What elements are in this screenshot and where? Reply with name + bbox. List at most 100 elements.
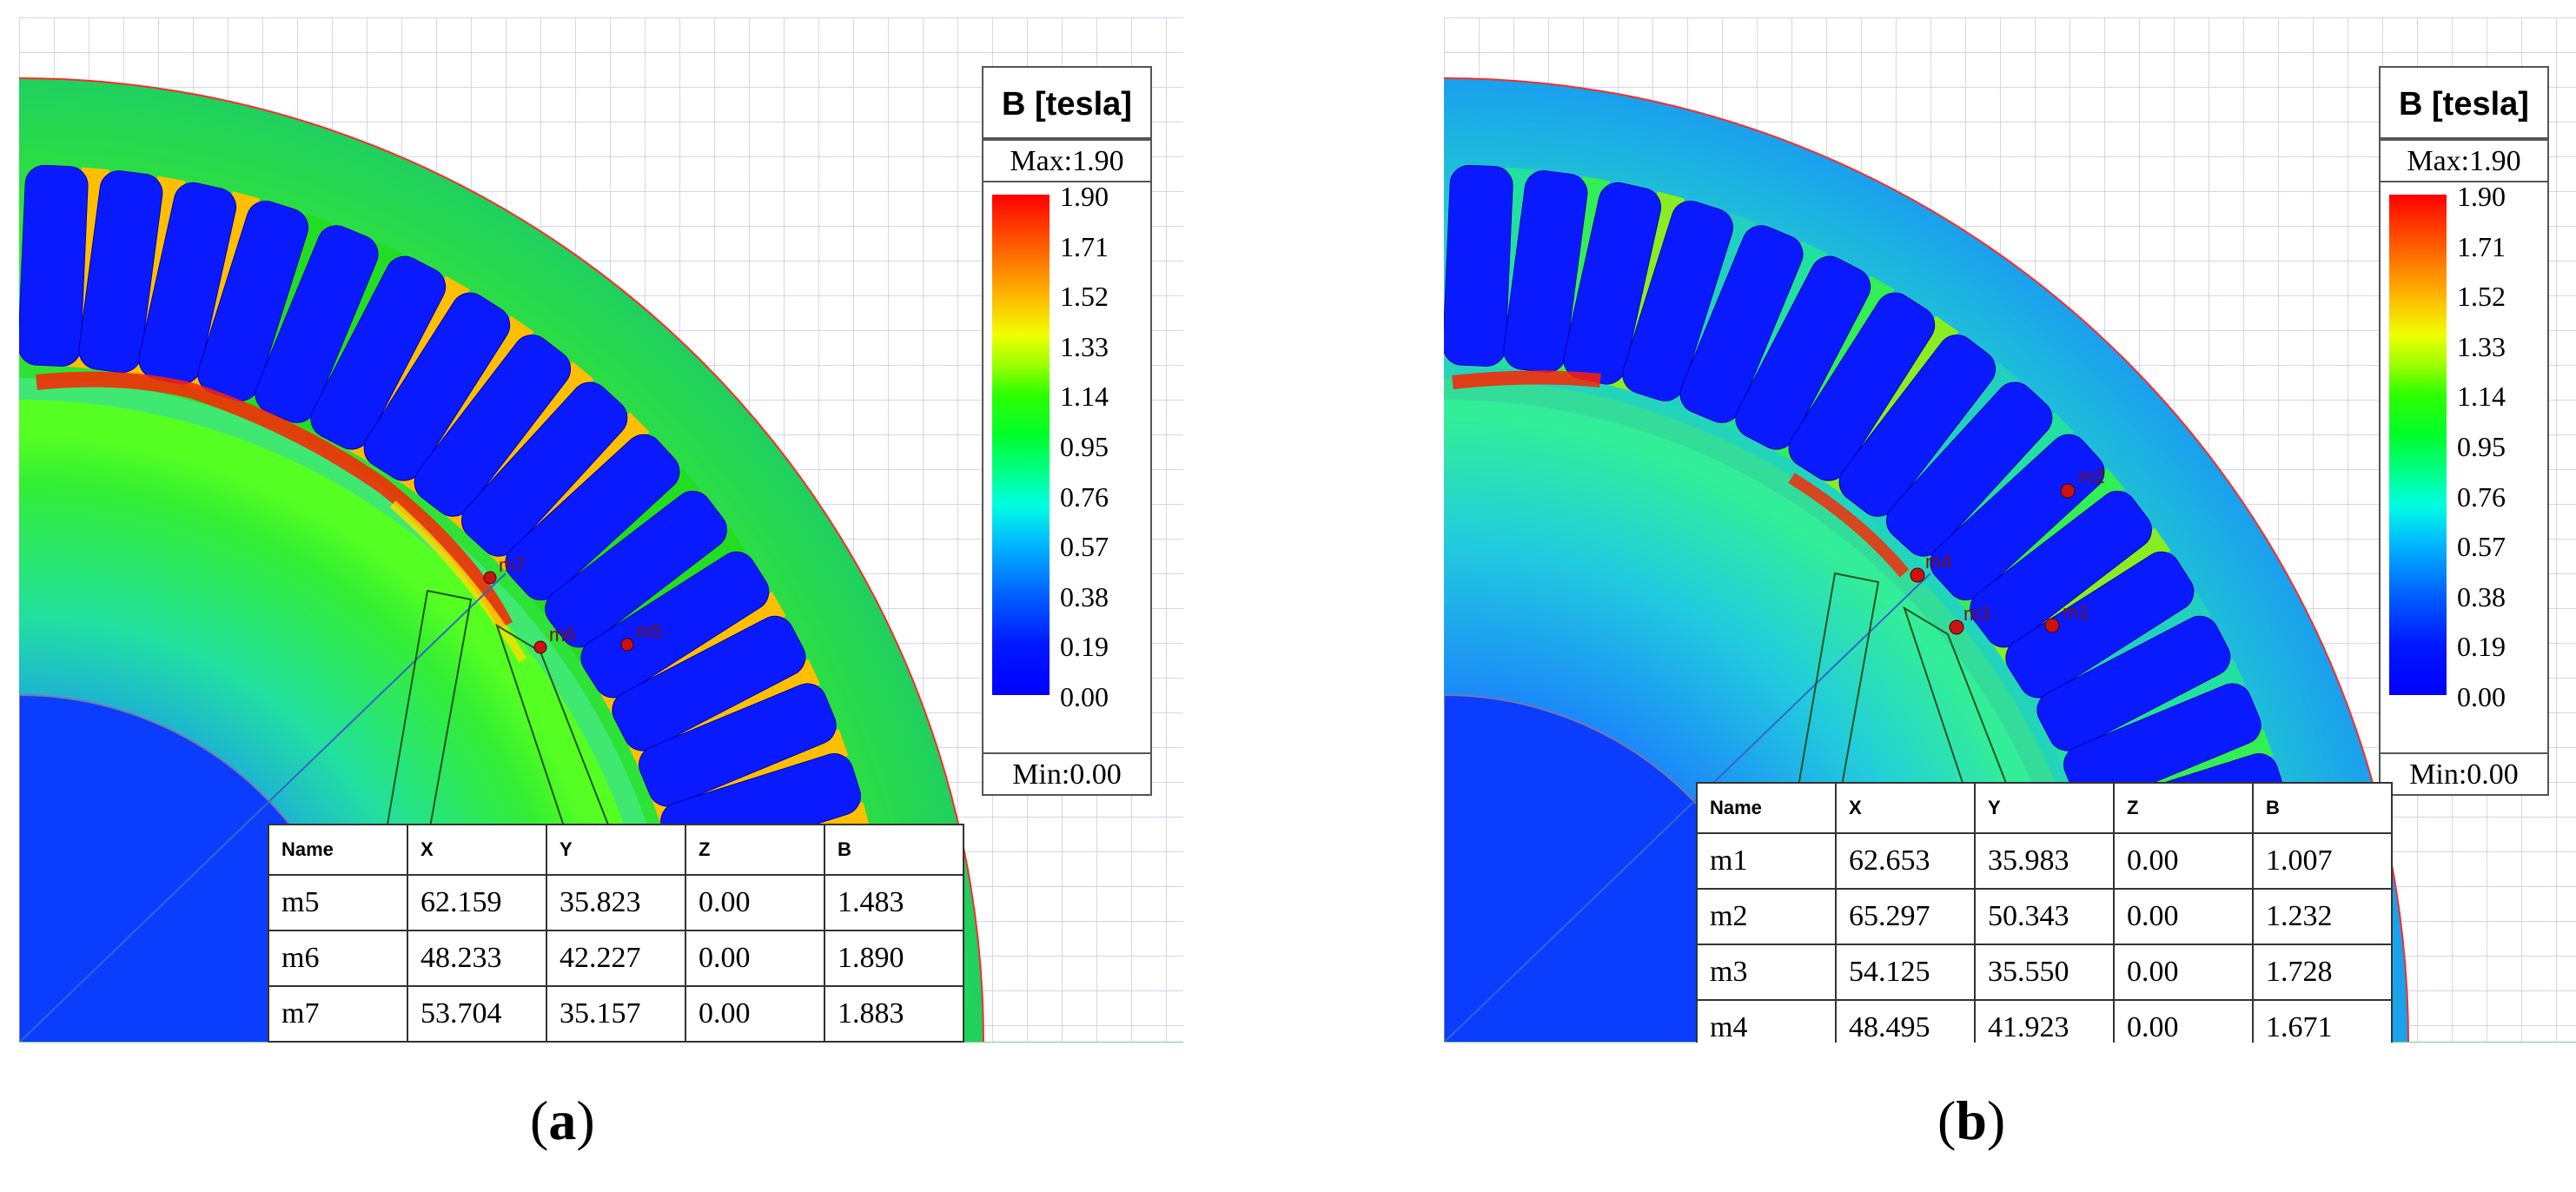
marker-label: m3 [1963, 603, 1990, 625]
cell-x: 53.704 [407, 985, 547, 1043]
legend-tick-label: 0.19 [2457, 631, 2506, 663]
legend-tick-label: 1.33 [2457, 330, 2506, 362]
cell-x: 62.653 [1835, 832, 1976, 890]
stator-slot [612, 615, 806, 752]
cell-b: 1.890 [824, 930, 964, 987]
legend-tick-label: 1.52 [2457, 281, 2506, 313]
legend-tick-label: 1.52 [1060, 281, 1109, 313]
stator-slot [505, 434, 680, 600]
marker-table: Name X Y Z B m5 62.159 35.823 0.00 1.483… [268, 824, 964, 1043]
table-row: m2 65.297 50.343 0.00 1.232 [1696, 888, 2393, 945]
cell-name: m4 [1696, 999, 1837, 1043]
legend-tick-label: 0.00 [1060, 681, 1109, 712]
legend-tick-label: 0.76 [2457, 480, 2506, 513]
marker-point [2044, 618, 2060, 633]
legend-tick-label: 0.57 [2457, 531, 2506, 563]
legend-tick-label: 1.14 [1060, 381, 1109, 413]
stator-slot [1679, 225, 1804, 423]
table-header-row: Name X Y Z B [268, 824, 964, 876]
stator-slot [2005, 551, 2195, 699]
cell-x: 62.159 [407, 874, 547, 931]
cell-x: 54.125 [1835, 944, 1976, 1001]
stator-slot [1970, 490, 2152, 648]
stator-slot [461, 381, 628, 557]
legend-tick-label: 0.00 [2457, 681, 2506, 712]
colorbar [2389, 195, 2447, 695]
marker-point [1910, 567, 1925, 583]
stator-slot [1930, 434, 2105, 600]
legend-tick-label: 0.38 [1060, 580, 1109, 613]
legend-title: B [tesla] [2379, 66, 2549, 139]
color-legend: B [tesla] Max:1.90 1.90 1.71 1.52 1.33 1.14 0… [2379, 66, 2553, 798]
column-header: Z [685, 824, 825, 876]
marker-point [1949, 619, 1964, 635]
legend-min: Min:0.00 [2379, 752, 2549, 796]
cell-z: 0.00 [2113, 888, 2254, 945]
table-row: m3 54.125 35.550 0.00 1.728 [1696, 944, 2393, 1001]
stator-slot [1735, 255, 1871, 450]
stator-slot [545, 490, 727, 648]
stator-slot [310, 255, 447, 450]
stator-slot [1444, 164, 1513, 367]
stator-slot [1622, 201, 1733, 401]
legend-max: Max:1.90 [2379, 139, 2549, 182]
cell-z: 0.00 [685, 874, 825, 931]
column-header: B [2252, 782, 2393, 834]
marker-point [533, 640, 547, 654]
column-header: X [407, 824, 547, 876]
legend-scale: 1.90 1.71 1.52 1.33 1.14 0.95 0.76 0.57 0.38 0.19… [2379, 182, 2549, 752]
cell-y: 42.227 [546, 930, 686, 987]
stator-slot [2036, 615, 2231, 752]
marker-label: m5 [636, 620, 663, 642]
marker-point [2060, 483, 2076, 499]
cell-z: 0.00 [2113, 832, 2254, 890]
table-header-row: Name X Y Z B [1696, 782, 2393, 834]
column-header: Name [1696, 782, 1837, 834]
legend-tick-label: 1.71 [2457, 230, 2506, 262]
legend-tick-label: 0.38 [2457, 580, 2506, 613]
cell-z: 0.00 [2113, 944, 2254, 1001]
caption-b: (b) [1937, 1089, 2006, 1151]
legend-tick-label: 1.90 [2457, 181, 2506, 212]
legend-min: Min:0.00 [982, 752, 1152, 796]
legend-tick-label: 0.95 [2457, 431, 2506, 462]
cell-y: 41.923 [1974, 999, 2115, 1043]
table-row: m7 53.704 35.157 0.00 1.883 [268, 985, 964, 1043]
legend-max: Max:1.90 [982, 139, 1152, 182]
table-row: m4 48.495 41.923 0.00 1.671 [1696, 999, 2393, 1043]
marker-label: m4 [1925, 551, 1952, 573]
table-row: m1 62.653 35.983 0.00 1.007 [1696, 832, 2393, 890]
cell-name: m6 [268, 930, 408, 987]
column-header: X [1835, 782, 1976, 834]
caption-letter: a [548, 1089, 577, 1151]
cell-y: 35.823 [546, 874, 686, 931]
legend-tick-label: 1.33 [1060, 330, 1109, 362]
marker-point [483, 571, 497, 585]
marker-label: m6 [549, 624, 576, 646]
stator-slot [414, 334, 572, 517]
cell-y: 50.343 [1974, 888, 2115, 945]
legend-tick-label: 1.90 [1060, 181, 1109, 212]
legend-title: B [tesla] [982, 66, 1152, 139]
cell-b: 1.728 [2252, 944, 2393, 1001]
stator-slots [1444, 164, 2322, 1043]
cell-b: 1.671 [2252, 999, 2393, 1043]
stator-slot [363, 292, 511, 481]
panel-b: m2 m1 m4 m3 B [tesla] Max:1.90 1.90 1.71 1… [1444, 17, 2576, 1043]
stator-slot [78, 170, 163, 374]
colorbar [992, 195, 1050, 695]
cell-z: 0.00 [685, 985, 825, 1043]
cell-y: 35.983 [1974, 832, 2115, 890]
column-header: Y [1974, 782, 2115, 834]
column-header: Z [2113, 782, 2254, 834]
cell-y: 35.157 [546, 985, 686, 1043]
marker-point [620, 638, 634, 652]
caption-letter: b [1956, 1089, 1987, 1151]
cell-name: m2 [1696, 888, 1837, 945]
legend-tick-label: 0.95 [1060, 431, 1109, 462]
stator-slot [639, 683, 837, 807]
stator-slot [580, 551, 770, 699]
caption-a: (a) [530, 1089, 595, 1151]
cell-name: m1 [1696, 832, 1837, 890]
cell-name: m3 [1696, 944, 1837, 1001]
